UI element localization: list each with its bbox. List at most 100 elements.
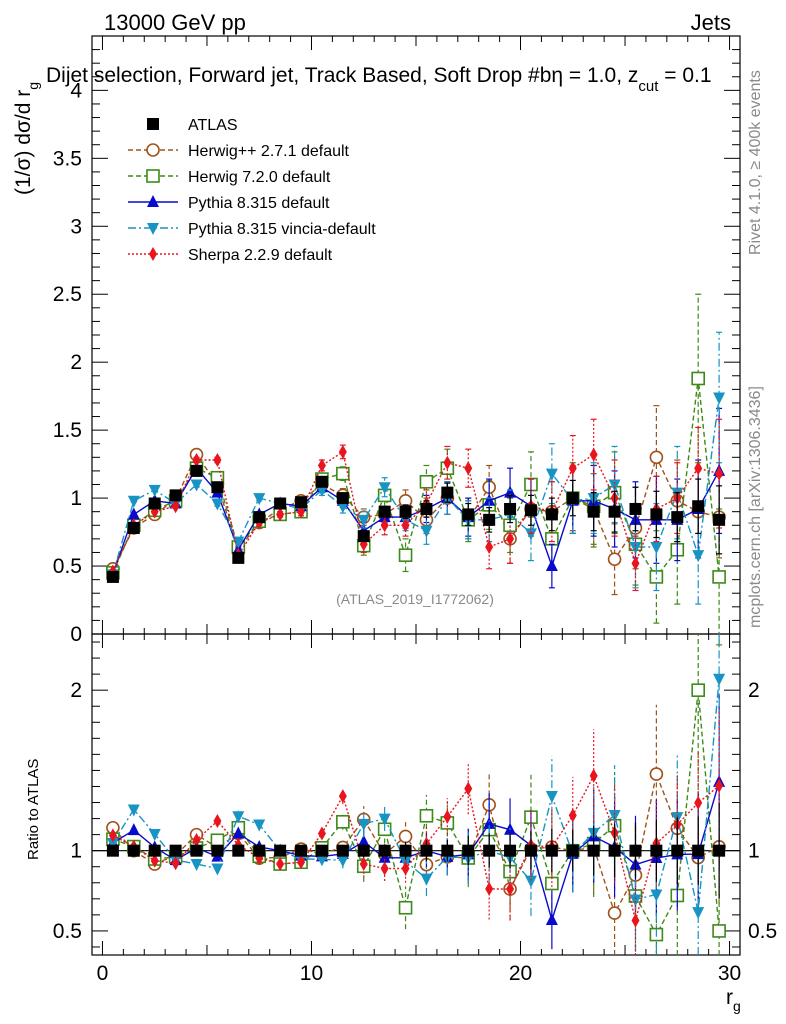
- series-line: [112, 378, 720, 579]
- data-point: [169, 489, 182, 502]
- title-end: = 0.1: [658, 64, 711, 87]
- legend-marker: [147, 118, 159, 130]
- ratio-point: [504, 844, 517, 857]
- legend-item-herwig-2-7-1-default: Herwig++ 2.7.1 default: [128, 143, 350, 160]
- data-point: [378, 505, 391, 518]
- data-point: [315, 475, 328, 488]
- ratio-point: [650, 889, 663, 902]
- data-point: [253, 493, 266, 506]
- ratio-point: [524, 875, 537, 888]
- data-point: [274, 497, 287, 510]
- data-point: [650, 508, 663, 521]
- series-line: [112, 450, 720, 572]
- ratio-point: [190, 859, 203, 872]
- data-point: [589, 447, 598, 462]
- ratio-point: [315, 854, 328, 867]
- ratio-point: [545, 876, 559, 891]
- data-point: [545, 508, 558, 521]
- data-point: [506, 531, 515, 546]
- data-point: [380, 518, 389, 533]
- ratio-y-tick-label-right: 1: [748, 840, 760, 863]
- ratio-point: [608, 810, 621, 823]
- ratio-point: [169, 844, 182, 857]
- ratio-point: [524, 844, 537, 857]
- data-point: [629, 502, 642, 515]
- ratio-point: [274, 844, 287, 857]
- x-axis-label-main: r: [726, 986, 733, 1009]
- data-point: [443, 455, 452, 470]
- plot-title: Dijet selection, Forward jet, Track Base…: [46, 64, 712, 95]
- ratio-point: [545, 912, 558, 925]
- y-tick-label: 4: [70, 79, 82, 102]
- ratio-point: [210, 833, 225, 848]
- title-cut-subscript: cut: [638, 78, 659, 95]
- data-point: [213, 453, 222, 468]
- ratio-point: [587, 844, 600, 857]
- data-point: [171, 499, 180, 514]
- x-axis-label-sub: g: [733, 998, 741, 1014]
- data-point: [211, 498, 224, 511]
- ratio-point: [629, 844, 642, 857]
- data-point: [336, 501, 349, 514]
- data-point: [631, 556, 640, 571]
- data-point: [483, 513, 496, 526]
- data-point: [545, 559, 558, 572]
- legend-item-herwig-7-2-0-default: Herwig 7.2.0 default: [128, 169, 331, 186]
- legend: ATLAS Herwig++ 2.7.1 default Herwig 7.2.0 …: [128, 117, 376, 264]
- data-point: [338, 444, 347, 459]
- data-point: [315, 484, 328, 497]
- ratio-point: [357, 844, 370, 857]
- y-tick-label: 0: [70, 623, 82, 646]
- data-point: [127, 495, 140, 508]
- legend-marker: [147, 223, 159, 235]
- data-point: [211, 481, 224, 494]
- ratio-point: [336, 844, 349, 857]
- data-point: [713, 392, 726, 405]
- ratio-series-herwig-7-2-0-default: [106, 634, 726, 955]
- legend-label: Pythia 8.315 default: [188, 195, 330, 212]
- data-point: [127, 521, 140, 534]
- y-axis-label-sub: g: [25, 82, 41, 90]
- ratio-point: [338, 789, 347, 804]
- data-point: [629, 542, 642, 555]
- ratio-y-tick-label-right: 2: [748, 679, 760, 702]
- ratio-point: [317, 826, 326, 841]
- data-point: [568, 461, 577, 476]
- ratio-point: [380, 861, 389, 876]
- ratio-point: [608, 844, 621, 857]
- ratio-point: [211, 844, 224, 857]
- data-point: [420, 525, 433, 538]
- ratio-point: [650, 844, 663, 857]
- ratio-point: [192, 832, 201, 847]
- data-point: [276, 507, 285, 522]
- legend-label: Herwig 7.2.0 default: [188, 169, 331, 186]
- data-point: [712, 570, 726, 584]
- legend-label: Herwig++ 2.7.1 default: [188, 143, 350, 160]
- ratio-point: [253, 844, 266, 857]
- legend-marker: [147, 195, 159, 207]
- data-point: [545, 532, 559, 546]
- data-point: [357, 514, 370, 527]
- ratio-point: [462, 844, 475, 857]
- x-tick-label: 0: [97, 962, 109, 985]
- legend-item-atlas: ATLAS: [147, 117, 238, 134]
- title-main: Dijet selection, Forward jet, Track Base…: [46, 64, 551, 87]
- series-herwig-2-7-1-default: [106, 405, 726, 596]
- data-point: [317, 458, 326, 473]
- ratio-point: [171, 856, 180, 871]
- data-point: [671, 511, 684, 524]
- data-point: [106, 570, 119, 583]
- data-point: [462, 508, 475, 521]
- ratio-point: [378, 813, 391, 826]
- data-point: [295, 496, 308, 509]
- ratio-point: [336, 855, 349, 868]
- ratio-series-group: [106, 634, 726, 955]
- x-tick-label: 20: [509, 962, 532, 985]
- data-point: [232, 536, 245, 549]
- data-point: [127, 507, 140, 520]
- legend-item-pythia-8-315-vincia-default: Pythia 8.315 vincia-default: [128, 221, 376, 238]
- data-point: [504, 485, 517, 498]
- data-point: [398, 548, 413, 562]
- legend-marker: [149, 247, 157, 261]
- ratio-point: [692, 844, 705, 857]
